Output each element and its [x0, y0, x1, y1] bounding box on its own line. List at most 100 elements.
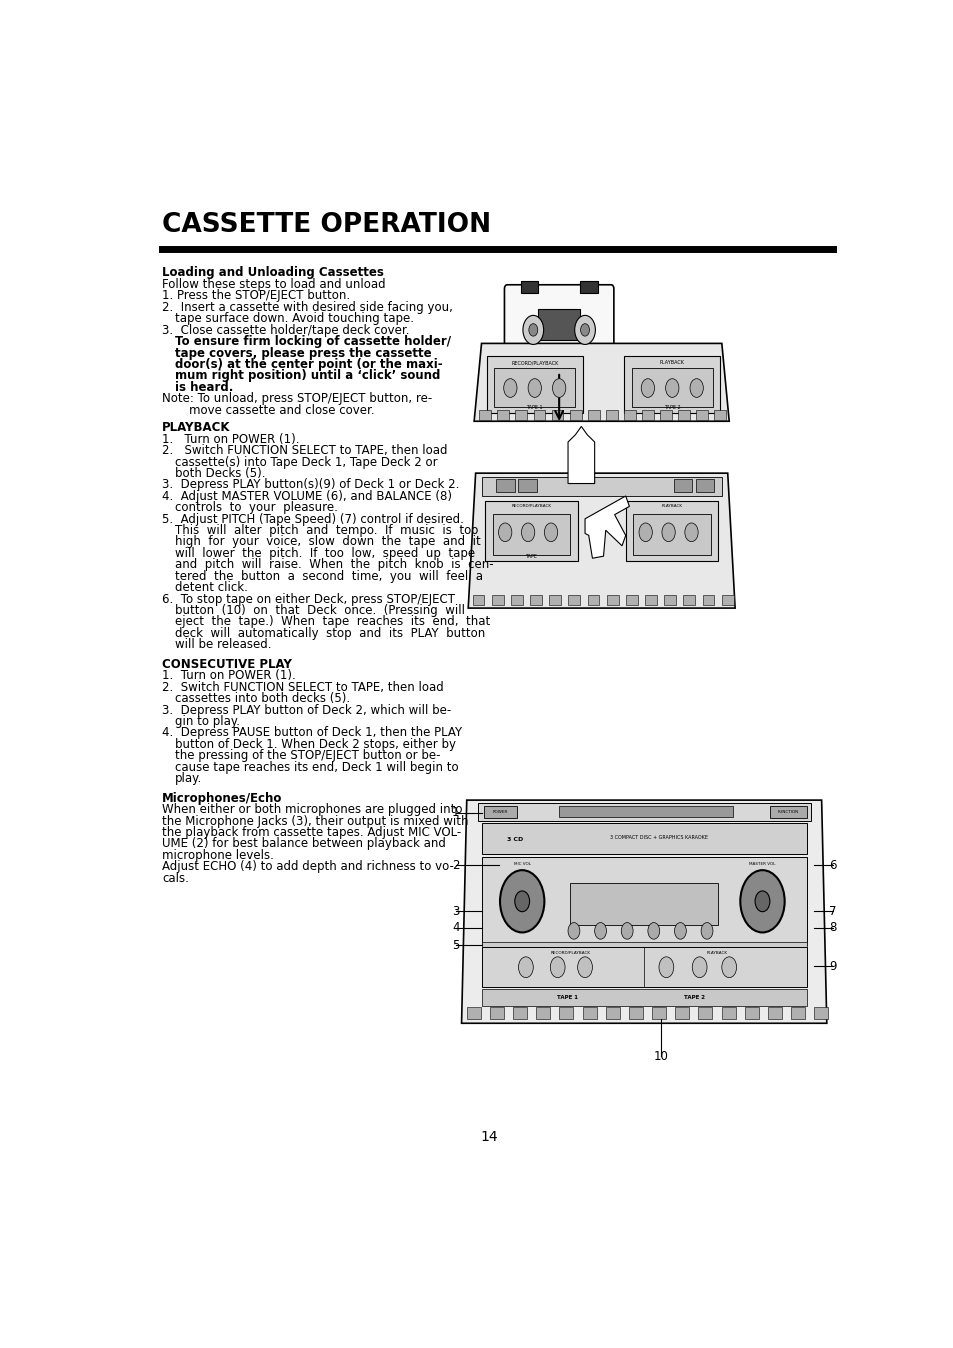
Text: MASTER VOL: MASTER VOL: [748, 863, 775, 867]
Text: button  (10)  on  that  Deck  once.  (Pressing  will: button (10) on that Deck once. (Pressing…: [174, 604, 464, 617]
Polygon shape: [474, 344, 728, 421]
Bar: [714, 410, 725, 421]
Text: 1: 1: [452, 806, 459, 820]
Bar: [481, 948, 806, 987]
Text: Note: To unload, press STOP/EJECT button, re-: Note: To unload, press STOP/EJECT button…: [162, 392, 432, 406]
Bar: [549, 594, 560, 605]
Bar: [720, 1007, 735, 1019]
Circle shape: [700, 922, 712, 940]
Bar: [606, 594, 618, 605]
Polygon shape: [468, 473, 735, 608]
Bar: [481, 857, 806, 945]
Polygon shape: [567, 426, 594, 484]
Bar: [813, 1007, 827, 1019]
Text: is heard.: is heard.: [174, 380, 233, 394]
Text: eject  the  tape.)  When  tape  reaches  its  end,  that: eject the tape.) When tape reaches its e…: [174, 615, 490, 628]
Polygon shape: [584, 496, 629, 558]
Bar: [641, 410, 653, 421]
Bar: [628, 1007, 642, 1019]
Circle shape: [577, 957, 592, 977]
Bar: [605, 1007, 619, 1019]
Text: mum right position) until a ‘click’ sound: mum right position) until a ‘click’ soun…: [174, 369, 439, 383]
Text: the Microphone Jacks (3), their output is mixed with: the Microphone Jacks (3), their output i…: [162, 814, 468, 828]
Text: high  for  your  voice,  slow  down  the  tape  and  it: high for your voice, slow down the tape …: [174, 535, 480, 549]
Bar: [537, 309, 579, 340]
Circle shape: [580, 324, 589, 336]
Text: 8: 8: [828, 921, 836, 934]
Circle shape: [518, 957, 533, 977]
Text: PLAYBACK: PLAYBACK: [660, 504, 681, 508]
Text: door(s) at the center point (or the maxi-: door(s) at the center point (or the maxi…: [174, 359, 442, 371]
Bar: [663, 594, 676, 605]
Circle shape: [640, 379, 654, 398]
Bar: [587, 594, 598, 605]
Text: PLAYBACK: PLAYBACK: [706, 950, 727, 954]
Bar: [579, 280, 597, 293]
Bar: [587, 410, 599, 421]
Bar: [481, 942, 806, 950]
Bar: [492, 514, 570, 555]
Bar: [533, 410, 545, 421]
Text: To ensure firm locking of cassette holder/: To ensure firm locking of cassette holde…: [174, 336, 450, 348]
Text: controls  to  your  pleasure.: controls to your pleasure.: [174, 501, 337, 514]
Text: CONSECUTIVE PLAY: CONSECUTIVE PLAY: [162, 658, 292, 671]
Bar: [490, 1007, 503, 1019]
Text: 2.   Switch FUNCTION SELECT to TAPE, then load: 2. Switch FUNCTION SELECT to TAPE, then …: [162, 443, 447, 457]
Bar: [623, 410, 635, 421]
Text: 10: 10: [653, 1050, 667, 1064]
Circle shape: [574, 315, 595, 345]
Circle shape: [692, 957, 706, 977]
Bar: [769, 806, 806, 818]
Bar: [520, 280, 537, 293]
Text: the playback from cassette tapes. Adjust MIC VOL-: the playback from cassette tapes. Adjust…: [162, 826, 461, 838]
Bar: [486, 356, 582, 412]
Circle shape: [498, 523, 512, 542]
Circle shape: [515, 891, 529, 911]
Text: 1.   Turn on POWER (1).: 1. Turn on POWER (1).: [162, 433, 299, 446]
Text: 1.  Turn on POWER (1).: 1. Turn on POWER (1).: [162, 670, 295, 682]
Bar: [515, 410, 527, 421]
Bar: [682, 594, 695, 605]
Text: will be released.: will be released.: [174, 638, 271, 651]
Bar: [623, 356, 720, 412]
Circle shape: [689, 379, 702, 398]
Text: TAPE 1: TAPE 1: [526, 404, 542, 410]
Bar: [767, 1007, 781, 1019]
Text: TAPE: TAPE: [525, 554, 537, 559]
Text: 6: 6: [828, 859, 836, 872]
Text: 4: 4: [452, 921, 459, 934]
Bar: [494, 368, 575, 407]
Circle shape: [594, 922, 606, 940]
Text: 2.  Switch FUNCTION SELECT to TAPE, then load: 2. Switch FUNCTION SELECT to TAPE, then …: [162, 681, 443, 694]
Text: 3.  Depress PLAY button(s)(9) of Deck 1 or Deck 2.: 3. Depress PLAY button(s)(9) of Deck 1 o…: [162, 479, 459, 491]
Circle shape: [550, 957, 564, 977]
Text: tape surface down. Avoid touching tape.: tape surface down. Avoid touching tape.: [174, 313, 414, 325]
Bar: [536, 1007, 550, 1019]
Bar: [492, 594, 503, 605]
Bar: [513, 1007, 527, 1019]
Bar: [481, 822, 806, 855]
Text: tered  the  button  a  second  time,  you  will  feel  a: tered the button a second time, you will…: [174, 570, 482, 582]
Bar: [477, 803, 810, 821]
Text: detent click.: detent click.: [174, 581, 248, 594]
Bar: [652, 1007, 665, 1019]
Circle shape: [755, 891, 769, 911]
Bar: [558, 806, 732, 817]
Circle shape: [684, 523, 698, 542]
Text: RECORD/PLAYBACK: RECORD/PLAYBACK: [511, 360, 558, 365]
Bar: [518, 480, 537, 492]
Circle shape: [503, 379, 517, 398]
Circle shape: [544, 523, 558, 542]
Text: 3 COMPACT DISC + GRAPHICS KARAOKE: 3 COMPACT DISC + GRAPHICS KARAOKE: [609, 834, 707, 840]
Text: 3.  Depress PLAY button of Deck 2, which will be-: 3. Depress PLAY button of Deck 2, which …: [162, 704, 451, 717]
Circle shape: [674, 922, 685, 940]
Bar: [744, 1007, 758, 1019]
Text: Adjust ECHO (4) to add depth and richness to vo-: Adjust ECHO (4) to add depth and richnes…: [162, 860, 454, 874]
Text: cassettes into both decks (5).: cassettes into both decks (5).: [174, 692, 350, 705]
Text: will  lower  the  pitch.  If  too  low,  speed  up  tape: will lower the pitch. If too low, speed …: [174, 547, 475, 559]
Text: 2.  Insert a cassette with desired side facing you,: 2. Insert a cassette with desired side f…: [162, 301, 453, 314]
Circle shape: [620, 922, 633, 940]
Text: PLAYBACK: PLAYBACK: [659, 360, 684, 365]
Circle shape: [721, 957, 736, 977]
Text: 3: 3: [452, 905, 458, 918]
